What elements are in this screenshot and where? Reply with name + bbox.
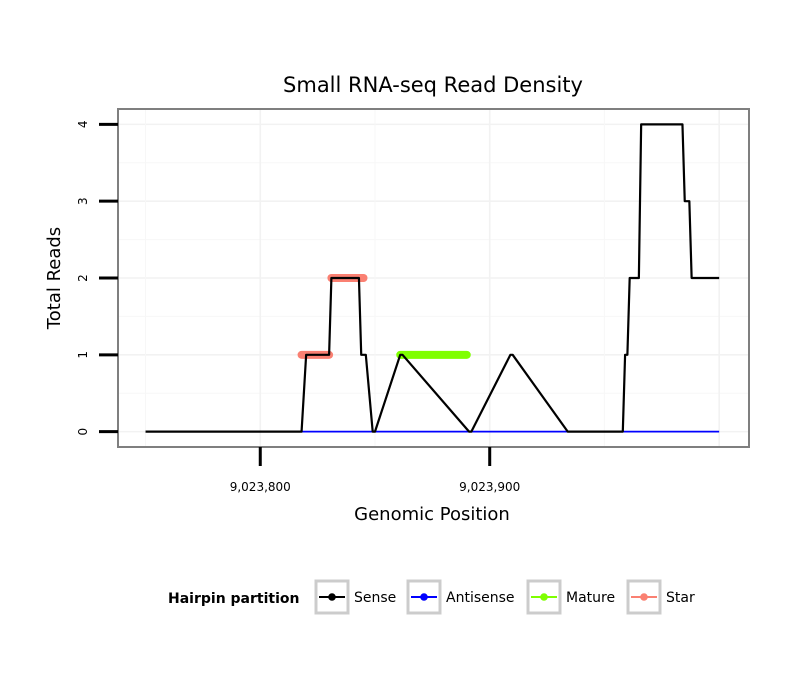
legend-label-mature: Mature	[566, 590, 615, 606]
x-tick-label: 9,023,900	[459, 480, 520, 494]
y-tick-label: 3	[76, 197, 90, 205]
series-layer	[145, 123, 720, 433]
y-axis-ticks: 0 1 2 3 4	[76, 121, 118, 436]
y-tick-label: 0	[76, 428, 90, 436]
legend-label-antisense: Antisense	[446, 590, 515, 606]
legend-label-sense: Sense	[354, 590, 396, 606]
gridlines	[118, 109, 749, 447]
y-tick-label: 4	[76, 121, 90, 129]
legend-point-antisense	[420, 593, 428, 601]
y-axis-label: Total Reads	[44, 227, 65, 330]
x-axis-ticks: 9,023,800 9,023,900	[230, 447, 520, 494]
legend-label-star: Star	[666, 590, 695, 606]
y-tick-label: 2	[76, 274, 90, 282]
legend-title: Hairpin partition	[168, 591, 299, 607]
legend-point-sense	[328, 593, 336, 601]
legend-point-mature	[540, 593, 548, 601]
x-axis-label: Genomic Position	[354, 504, 510, 525]
legend: Hairpin partition Sense Antisense Mature St…	[168, 579, 695, 615]
x-tick-label: 9,023,800	[230, 480, 291, 494]
legend-point-star	[640, 593, 648, 601]
sense-series-line	[145, 123, 720, 433]
chart-title: Small RNA-seq Read Density	[283, 73, 583, 97]
y-tick-label: 1	[76, 351, 90, 359]
